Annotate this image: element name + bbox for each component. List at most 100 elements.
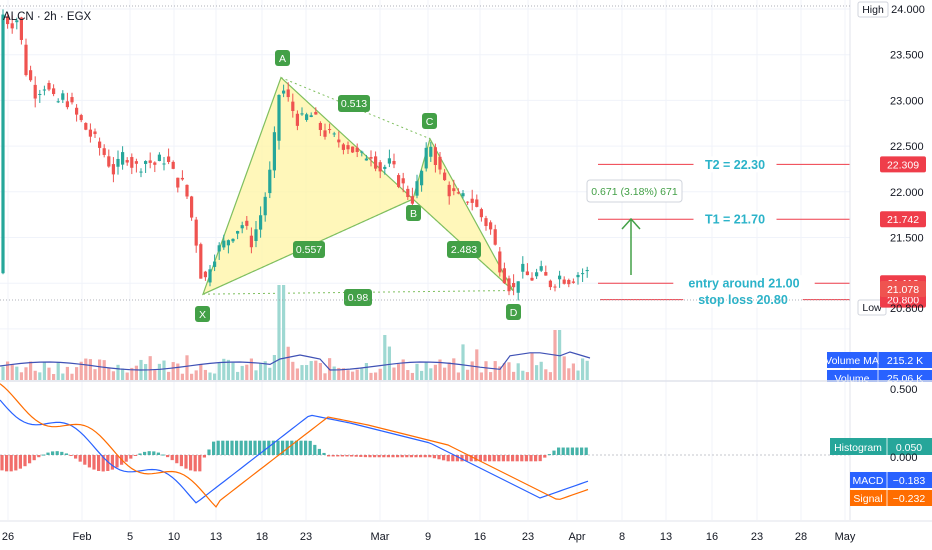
macd-hist-bar-91 [419, 455, 422, 457]
volume-bar-111 [512, 372, 515, 380]
volume-bar-19 [89, 359, 92, 380]
candle-body-12 [57, 101, 60, 102]
candle-body-29 [135, 161, 138, 164]
volume-bar-92 [425, 363, 428, 380]
macd-hist-bar-47 [217, 441, 220, 455]
candle-body-31 [144, 161, 147, 164]
volume-bar-44 [204, 370, 207, 380]
candle-body-109 [503, 268, 506, 283]
macd-hist-bar-65 [299, 441, 302, 455]
candle-body-26 [121, 152, 124, 165]
macd-hist-bar-18 [83, 455, 86, 465]
macd-hist-bar-73 [336, 455, 339, 456]
candle-body-7 [34, 85, 37, 99]
volume-ma-badge: Volume MA 215.2 K [825, 352, 932, 368]
time-tick-7: Mar [371, 531, 390, 543]
candle-body-120 [553, 287, 556, 288]
macd-hist-bar-13 [60, 452, 63, 455]
macd-hist-bar-67 [309, 441, 312, 455]
volume-bar-40 [185, 355, 188, 380]
level-text-1: T1 = 21.70 [705, 213, 765, 227]
candle-body-40 [185, 185, 188, 197]
volume-bar-83 [383, 335, 386, 380]
extra-badge: 21.078 [887, 284, 919, 296]
svg-text:0.513: 0.513 [341, 98, 367, 110]
volume-bar-5 [24, 367, 27, 380]
volume-bar-54 [250, 359, 253, 380]
candle-body-79 [365, 159, 368, 161]
candle-body-94 [434, 147, 437, 165]
volume-bar-3 [15, 367, 18, 380]
macd-hist-bar-105 [483, 455, 486, 461]
volume-bar-112 [517, 363, 520, 380]
volume-bar-49 [227, 360, 230, 380]
macd-hist-bar-49 [226, 441, 229, 455]
volume-bar-8 [38, 372, 41, 380]
volume-bar-66 [305, 365, 308, 380]
candle-body-89 [411, 196, 414, 204]
ratio-bd: 2.483 [447, 241, 481, 258]
volume-bar-24 [112, 371, 115, 380]
candle-body-88 [406, 189, 409, 197]
volume-bar-76 [351, 372, 354, 380]
time-tick-1: Feb [73, 531, 92, 543]
macd-hist-bar-79 [364, 455, 367, 457]
candle-body-57 [264, 197, 267, 215]
macd-hist-bar-10 [46, 453, 49, 455]
macd-hist-bar-31 [143, 452, 146, 455]
macd-hist-bar-116 [534, 455, 537, 461]
macd-hist-bar-110 [506, 455, 509, 461]
candle-body-75 [346, 145, 349, 149]
point-x: X [195, 306, 210, 322]
candle-body-51 [236, 231, 239, 234]
volume-bar-98 [452, 358, 455, 380]
volume-bar-31 [144, 364, 147, 380]
macd-hist-bar-87 [401, 455, 404, 457]
volume-bar-116 [535, 365, 538, 380]
macd-hist-bar-57 [263, 441, 266, 455]
time-tick-17: May [835, 531, 856, 543]
volume-bar-82 [379, 369, 382, 380]
svg-text:B: B [410, 208, 417, 220]
candle-body-104 [480, 209, 483, 217]
volume-bar-90 [415, 364, 418, 380]
volume-bar-29 [135, 366, 138, 380]
candle-body-126 [581, 273, 584, 274]
candle-body-70 [323, 130, 326, 136]
candle-body-117 [540, 266, 543, 271]
volume-bar-94 [434, 365, 437, 380]
candle-body-110 [507, 278, 510, 291]
macd-hist-bar-48 [221, 441, 224, 455]
volume-bar-33 [153, 370, 156, 380]
svg-text:High: High [862, 4, 884, 16]
macd-hist-bar-44 [203, 455, 206, 458]
macd-hist-bar-36 [166, 455, 169, 457]
macd-hist-bar-1 [5, 455, 8, 471]
volume-bar-14 [66, 367, 69, 380]
point-c: C [422, 113, 437, 129]
volume-bar-125 [576, 371, 579, 380]
point-b: B [406, 205, 421, 221]
candle-body-65 [300, 113, 303, 114]
candle-body-127 [586, 270, 589, 271]
macd-hist-bar-6 [28, 455, 31, 463]
candle-body-16 [75, 108, 78, 115]
candle-body-64 [296, 114, 299, 126]
volume-bar-85 [392, 368, 395, 380]
candle-body-17 [80, 115, 83, 120]
volume-bar-63 [291, 362, 294, 380]
volume-bar-50 [231, 363, 234, 380]
macd-hist-bar-29 [134, 455, 137, 456]
candle-body-34 [158, 155, 161, 161]
volume-bar-115 [530, 353, 533, 380]
candle-body-58 [268, 170, 271, 193]
candle-body-10 [47, 83, 50, 90]
macd-hist-bar-14 [65, 453, 68, 455]
macd-hist-bar-60 [276, 441, 279, 455]
macd-hist-bar-30 [138, 453, 141, 455]
volume-bar-10 [47, 368, 50, 380]
macd-hist-bar-109 [502, 455, 505, 461]
candle-body-74 [342, 144, 345, 150]
